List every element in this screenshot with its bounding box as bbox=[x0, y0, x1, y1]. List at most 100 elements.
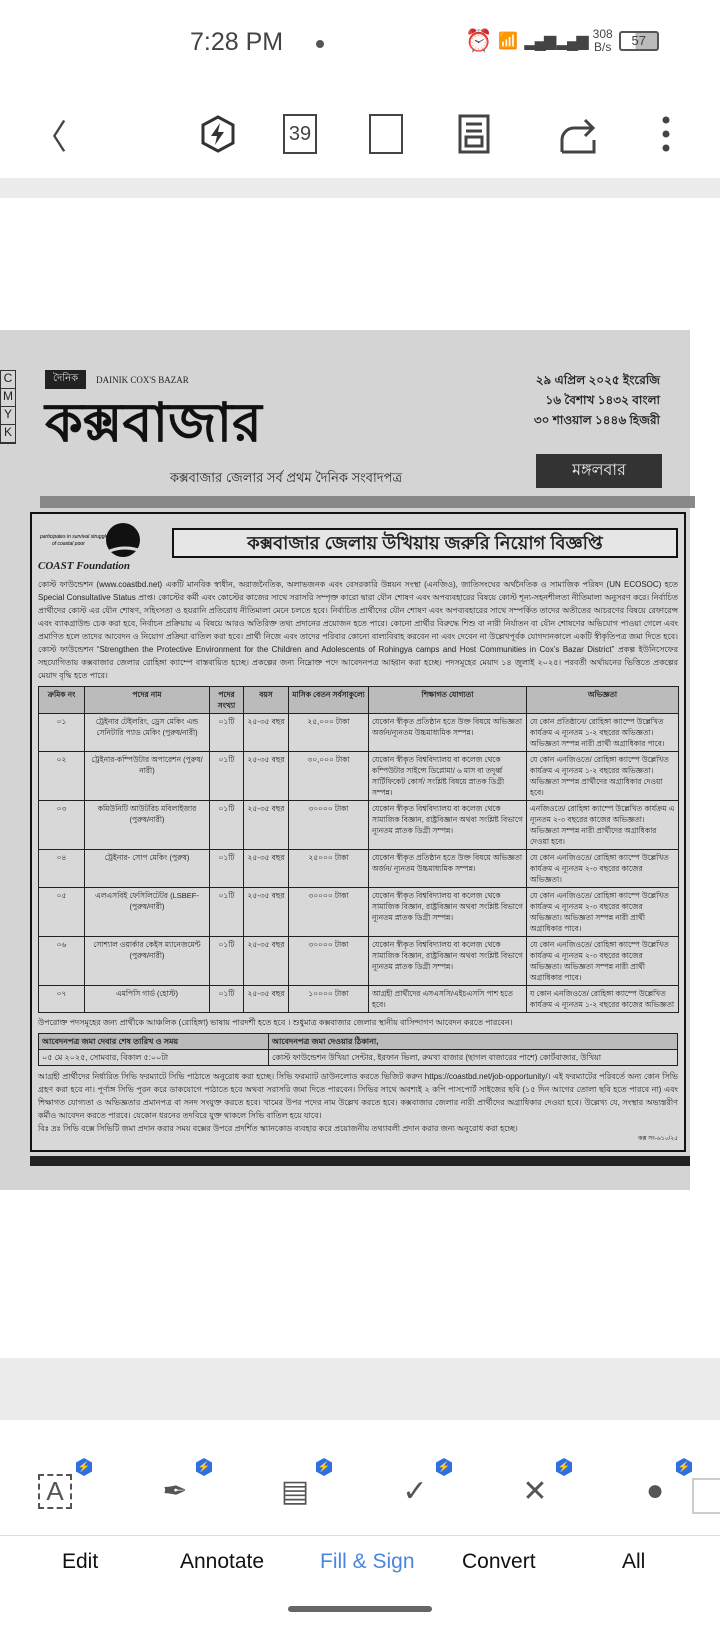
table-cell: ২৫-৩৫ বছর bbox=[243, 713, 289, 752]
alarm-icon: ⏰ bbox=[465, 28, 493, 53]
next-tool-partial[interactable] bbox=[692, 1478, 720, 1514]
date-calendar-icon[interactable]: ▤ ⚡ bbox=[270, 1458, 332, 1516]
ad-header: participates in survival struggles of coa… bbox=[38, 520, 678, 572]
org-name: COAST Foundation bbox=[38, 560, 131, 572]
column-header: বয়স bbox=[243, 686, 289, 714]
tab-all[interactable]: All bbox=[622, 1550, 646, 1573]
edit-text-icon[interactable]: A ⚡ bbox=[30, 1458, 92, 1516]
table-cell: যেকোন স্বীকৃত প্রতিষ্ঠান হতে উক্ত বিষয়ে… bbox=[368, 849, 527, 888]
ad-intro: কোস্ট ফাউন্ডেশন (www.coastbd.net) একটি ম… bbox=[38, 580, 678, 680]
svg-text:of coastal poor: of coastal poor bbox=[52, 541, 85, 547]
dainik-label: দৈনিক bbox=[45, 370, 87, 389]
footnote: বিঃ দ্রঃ সিভি বক্সে সিভিটি জমা প্রদান কর… bbox=[38, 1124, 518, 1133]
table-cell: যেকোন স্বীকৃত বিশ্ববিদ্যালয় বা কলেজ থেক… bbox=[368, 751, 527, 801]
home-indicator[interactable] bbox=[288, 1606, 432, 1612]
premium-badge-icon: ⚡ bbox=[436, 1458, 452, 1476]
table-row: ০৭ এমপিসি গার্ড (হোস্ট) ০১টি ২৫-৩৫ বছর ১০০০০… bbox=[38, 985, 679, 1013]
signature-pen-icon[interactable]: ✒ ⚡ bbox=[150, 1458, 212, 1516]
table-cell: ১০০০০ টাকা bbox=[288, 985, 369, 1013]
table-cell: যে কোন এনজিওতে/ রোহিঙ্গা ক্যাম্পে উল্লেখ… bbox=[526, 936, 679, 986]
checkmark-icon[interactable]: ✓ ⚡ bbox=[390, 1458, 452, 1516]
tab-annotate[interactable]: Annotate bbox=[180, 1550, 265, 1573]
table-cell: ৩০০০০ টাকা bbox=[288, 936, 369, 986]
table-cell: ২৫-৩৫ বছর bbox=[243, 849, 289, 888]
status-icons: ⏰ 📶 ▂▄▆ ▂▄▆ 308 B/s 57 bbox=[465, 28, 659, 54]
table-cell: ০১টি bbox=[209, 713, 244, 752]
positions-table: ক্রমিক নং পদের নাম পদের সংখ্যা বয়স মাসিক বে… bbox=[38, 686, 679, 1013]
ad-reference: কক্স সং-৬১০/২৫ bbox=[638, 1136, 678, 1142]
column-header: ক্রমিক নং bbox=[38, 686, 85, 714]
table-cell: ০৬ bbox=[38, 936, 85, 986]
status-bar: 7:28 PM ⏰ 📶 ▂▄▆ ▂▄▆ 308 B/s 57 bbox=[0, 0, 720, 90]
table-cell: ২৫-৩৫ বছর bbox=[243, 751, 289, 801]
share-icon[interactable] bbox=[556, 112, 600, 156]
status-time: 7:28 PM bbox=[190, 28, 284, 56]
table-cell: ২৫-৩৫ বছর bbox=[243, 985, 289, 1013]
table-cell: ০১টি bbox=[209, 985, 244, 1013]
notification-dot bbox=[316, 40, 324, 48]
deadline-label: আবেদনপত্র জমা দেবার শেষ তারিখ ও সময় bbox=[38, 1033, 269, 1050]
reading-mode-icon[interactable] bbox=[452, 112, 496, 156]
top-toolbar: 〈 39 bbox=[0, 90, 720, 178]
table-cell: এমপিসি গার্ড (হোস্ট) bbox=[84, 985, 210, 1013]
newspaper-day: মঙ্গলবার bbox=[536, 454, 662, 488]
table-cell: ০৩ bbox=[38, 800, 85, 850]
newspaper-masthead: কক্সবাজার bbox=[45, 393, 262, 453]
table-cell: ০৭ bbox=[38, 985, 85, 1013]
table-cell: ২৫,০০০ টাকা bbox=[288, 713, 369, 752]
table-row: ০৩ কমিউনিটি আউটরিচ মবিলাইজার (পুরুষ/নারী)… bbox=[38, 800, 679, 850]
column-header: শিক্ষাগত যোগ্যতা bbox=[368, 686, 527, 714]
network-speed: 308 B/s bbox=[592, 27, 613, 54]
ad-footer: আগ্রহী প্রার্থীদের নির্ধারিত সিভি ফরম্যা… bbox=[38, 1070, 678, 1135]
deadline-table: আবেদনপত্র জমা দেবার শেষ তারিখ ও সময় আবেদ… bbox=[38, 1033, 678, 1066]
table-cell: এনজিওতে/ রোহিঙ্গা ক্যাম্পে উল্লেখিত কার্… bbox=[526, 800, 679, 850]
bottom-band bbox=[30, 1156, 690, 1166]
logo-block: participates in survival struggles of coa… bbox=[38, 520, 162, 572]
table-cell: ৩০০০০ টাকা bbox=[288, 887, 369, 937]
language-note: উপরোক্ত পদসমূহের জন্য প্রার্থীকে আঞ্চলিক… bbox=[38, 1018, 513, 1027]
table-cell: এলএসবিই ফেসিলিটেটর (LSBEF-(পুরুষ/নারী) bbox=[84, 887, 210, 937]
premium-badge-icon: ⚡ bbox=[76, 1458, 92, 1476]
ad-title: কক্সবাজার জেলায় উখিয়ায় জরুরি নিয়োগ ব… bbox=[172, 528, 678, 558]
tab-edit[interactable]: Edit bbox=[62, 1550, 99, 1573]
table-cell: যেকোন স্বীকৃত বিশ্ববিদ্যালয় বা কলেজ থেক… bbox=[368, 936, 527, 986]
fill-sign-tools: A ⚡ ✒ ⚡ ▤ ⚡ ✓ ⚡ ✕ ⚡ ● ⚡ bbox=[0, 1436, 720, 1536]
table-cell: ০৫ bbox=[38, 887, 85, 937]
table-cell: ২৫-৩৫ বছর bbox=[243, 887, 289, 937]
tab-convert[interactable]: Convert bbox=[462, 1550, 536, 1573]
table-cell: ০২ bbox=[38, 751, 85, 801]
table-cell: যেকোন স্বীকৃত বিশ্ববিদ্যালয় বা কলেজ থেক… bbox=[368, 800, 527, 850]
table-cell: ২৫-৩৫ বছর bbox=[243, 936, 289, 986]
cross-icon[interactable]: ✕ ⚡ bbox=[510, 1458, 572, 1516]
battery-icon: 57 bbox=[618, 31, 659, 51]
column-header: পদের সংখ্যা bbox=[209, 686, 244, 714]
more-icon[interactable] bbox=[644, 112, 688, 156]
back-icon[interactable]: 〈 bbox=[33, 118, 67, 157]
table-cell: কমিউনিটি আউটরিচ মবিলাইজার (পুরুষ/নারী) bbox=[84, 800, 210, 850]
masthead-band bbox=[40, 496, 695, 508]
page-number-icon[interactable]: 39 bbox=[278, 112, 322, 156]
column-header: মাসিক বেতন সর্বসাকুল্যে bbox=[288, 686, 369, 714]
premium-bolt-icon[interactable] bbox=[196, 112, 240, 156]
dot-icon[interactable]: ● ⚡ bbox=[630, 1458, 692, 1516]
newspaper-dates: ২৯ এপ্রিল ২০২৫ ইংরেজি ১৬ বৈশাখ ১৪৩২ বাংলা… bbox=[533, 373, 660, 427]
deadline-value: ০৫ মে ২০২৫, সোমবার, বিকাল ৫:০০টা bbox=[38, 1049, 269, 1066]
table-cell: য কোন এনজিওতে/ রোহিঙ্গা ক্যাম্পে উল্লেখি… bbox=[526, 985, 679, 1013]
column-header: অভিজ্ঞতা bbox=[526, 686, 679, 714]
table-cell: যে কোন এনজিওতে/ রোহিঙ্গা ক্যাম্পে উল্লেখ… bbox=[526, 751, 679, 801]
table-cell: ট্রেইনার-কম্পিউটার অপারেশন (পুরুষ/নারী) bbox=[84, 751, 210, 801]
fullscreen-icon[interactable] bbox=[364, 112, 408, 156]
table-cell: ৩০,০০০ টাকা bbox=[288, 751, 369, 801]
column-header: পদের নাম bbox=[84, 686, 210, 714]
table-cell: ০১টি bbox=[209, 849, 244, 888]
table-cell: ০৪ bbox=[38, 849, 85, 888]
premium-badge-icon: ⚡ bbox=[316, 1458, 332, 1476]
bottom-panel: A ⚡ ✒ ⚡ ▤ ⚡ ✓ ⚡ ✕ ⚡ ● ⚡ Edit Annotate Fill & Sign Conv… bbox=[0, 1420, 720, 1640]
tab-fill-sign[interactable]: Fill & Sign bbox=[320, 1550, 415, 1573]
table-cell: যে কোন এনজিওতে/ রোহিঙ্গা ক্যাম্পে উল্লেখ… bbox=[526, 887, 679, 937]
table-cell: ট্রেইনার টেইলরিং, ড্রেস মেকিং এন্ড সেনিট… bbox=[84, 713, 210, 752]
